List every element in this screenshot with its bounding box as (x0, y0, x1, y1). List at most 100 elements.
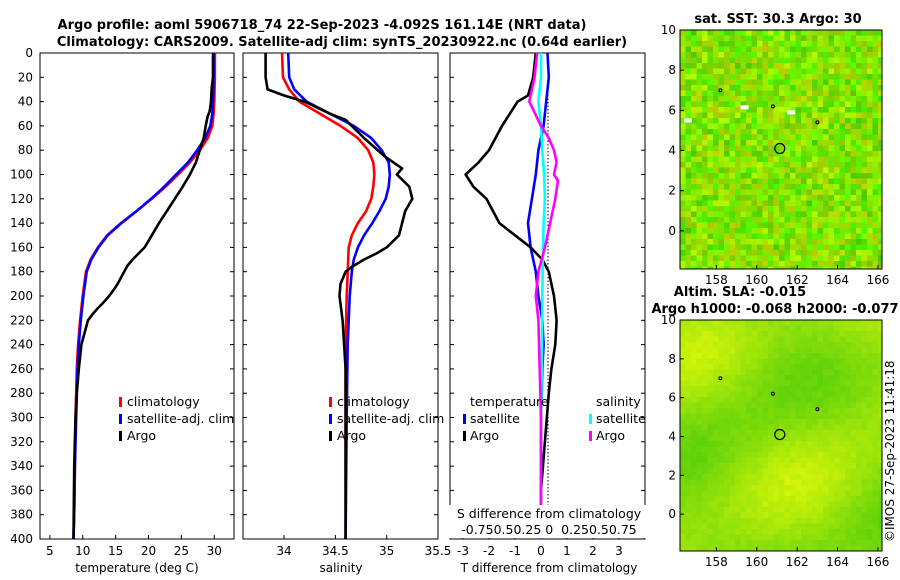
map-cell (828, 320, 834, 326)
map-cell (779, 167, 785, 173)
map-cell (850, 331, 856, 337)
map-cell (713, 57, 719, 63)
map-cell (762, 228, 768, 234)
map-cell (828, 479, 834, 485)
map-cell (707, 195, 713, 201)
map-cell (762, 353, 768, 359)
map-cell (718, 217, 724, 223)
map-cell (812, 507, 818, 513)
map-cell (850, 134, 856, 140)
map-cell (729, 501, 735, 507)
map-cell (746, 79, 752, 85)
map-cell (685, 184, 691, 190)
map-cell (702, 250, 708, 256)
map-cell (861, 353, 867, 359)
map-cell (801, 380, 807, 386)
map-cell (795, 184, 801, 190)
map-cell (718, 490, 724, 496)
map-cell (735, 266, 741, 269)
map-cell (801, 347, 807, 353)
map-cell (729, 41, 735, 47)
map-cell (746, 474, 752, 480)
map-cell (680, 200, 686, 206)
map-cell (790, 68, 796, 74)
map-cell (878, 402, 882, 408)
map-cell (740, 96, 746, 102)
map-cell (724, 189, 730, 195)
map-cell (691, 46, 697, 52)
map-cell (823, 134, 829, 140)
map-cell (817, 233, 823, 239)
map-cell (845, 408, 851, 414)
map-cell (680, 501, 686, 507)
map-cell (861, 206, 867, 212)
map-cell (828, 545, 834, 551)
map-cell (773, 424, 779, 430)
map-cell (702, 178, 708, 184)
map-cell (779, 118, 785, 124)
map-cell (696, 173, 702, 179)
map-cell (878, 112, 882, 118)
map-cell (762, 479, 768, 485)
map-cell (867, 96, 873, 102)
map-cell (718, 397, 724, 403)
map-cell (729, 167, 735, 173)
map-cell (817, 369, 823, 375)
map-cell (817, 386, 823, 392)
map-cell (834, 261, 840, 267)
map-cell (817, 189, 823, 195)
map-cell (823, 101, 829, 107)
map-cell (801, 173, 807, 179)
map-cell (729, 512, 735, 518)
map-cell (839, 545, 845, 551)
map-cell (856, 452, 862, 458)
map-cell (828, 173, 834, 179)
map-cell (724, 90, 730, 96)
map-cell (702, 63, 708, 69)
map-cell (845, 540, 851, 546)
map-cell (878, 250, 882, 256)
map-cell (823, 145, 829, 151)
map-cell (795, 353, 801, 359)
series-line-climatology (280, 53, 376, 539)
map-cell (746, 63, 752, 69)
map-cell (707, 474, 713, 480)
map-cell (762, 534, 768, 540)
map-cell (823, 228, 829, 234)
map-cell (872, 68, 878, 74)
map-cell (746, 529, 752, 535)
map-cell (746, 320, 752, 326)
map-cell (707, 178, 713, 184)
map-cell (779, 184, 785, 190)
map-cell (845, 74, 851, 80)
map-cell (801, 413, 807, 419)
map-cell (872, 358, 878, 364)
y-tick-label: 240 (10, 338, 33, 352)
map-cell (757, 101, 763, 107)
island-outline (718, 376, 723, 381)
map-cell (696, 167, 702, 173)
map-cell (729, 364, 735, 370)
map-cell (768, 380, 774, 386)
map-cell (867, 490, 873, 496)
map-cell (850, 408, 856, 414)
map-cell (856, 358, 862, 364)
map-cell (878, 123, 882, 129)
y-tick-label: 200 (10, 289, 33, 303)
map-cell (845, 52, 851, 58)
map-cell (707, 320, 713, 326)
map-cell (757, 30, 763, 36)
map-cell (784, 540, 790, 546)
map-cell (801, 195, 807, 201)
map-cell (762, 413, 768, 419)
map-cell (735, 68, 741, 74)
map-cell (768, 90, 774, 96)
map-cell (724, 397, 730, 403)
map-cell (724, 369, 730, 375)
map-cell (751, 408, 757, 414)
map-cell (702, 540, 708, 546)
map-cell (757, 123, 763, 129)
map-cell (768, 529, 774, 535)
map-cell (713, 145, 719, 151)
map-cell (795, 342, 801, 348)
